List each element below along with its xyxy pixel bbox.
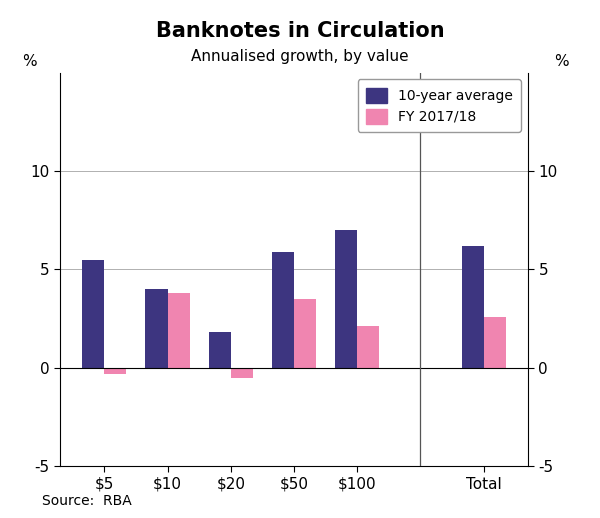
Bar [104,368,127,373]
Bar [231,368,253,378]
Bar [209,333,231,368]
Bar [357,326,379,368]
Text: Banknotes in Circulation: Banknotes in Circulation [155,21,445,41]
Bar [484,316,506,368]
Bar [294,299,316,368]
Bar [461,246,484,368]
Text: %: % [23,53,37,68]
Text: Source:  RBA: Source: RBA [42,494,132,508]
Legend: 10-year average, FY 2017/18: 10-year average, FY 2017/18 [358,79,521,132]
Bar [82,260,104,368]
Bar [335,230,357,368]
Bar [145,289,167,368]
Bar [272,252,294,368]
Bar [167,293,190,368]
Text: Annualised growth, by value: Annualised growth, by value [191,49,409,64]
Text: %: % [554,53,568,68]
